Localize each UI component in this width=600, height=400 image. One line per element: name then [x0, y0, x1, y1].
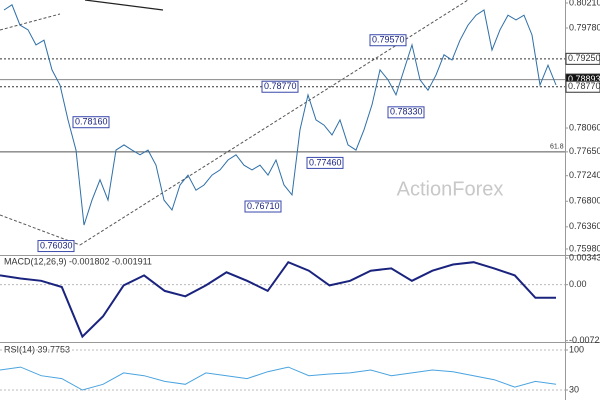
series-line [0, 260, 556, 339]
level-box [565, 80, 600, 93]
level-label: 0.78770 [568, 81, 600, 91]
level-box [565, 52, 600, 65]
y-tick-label: 0.76800 [569, 196, 600, 206]
y-tick-label: 0.77650 [569, 146, 600, 156]
series-line [3, 4, 557, 226]
price-label-box [72, 116, 110, 129]
y-tick-label: 30 [569, 384, 579, 394]
rsi-title: RSI(14) 39.7753 [4, 344, 70, 354]
price-label-box [37, 240, 75, 253]
y-tick-label: 0.00 [569, 279, 587, 289]
price-label-box [369, 34, 407, 47]
level-label: 0.79250 [568, 53, 600, 63]
trend-line [84, 0, 164, 11]
price-label: 0.78160 [75, 117, 108, 127]
watermark: ActionForex [397, 178, 504, 200]
price-label: 0.78770 [264, 81, 297, 91]
y-tick-label: 0.75980 [569, 243, 600, 253]
price-label: 0.78330 [390, 107, 423, 117]
y-tick-label: 0.003432 [569, 252, 600, 262]
y-tick-label: 0.80210 [569, 0, 600, 7]
series-line [0, 366, 557, 391]
level-label: 0.78893 [568, 74, 600, 84]
channel-line [0, 214, 81, 246]
price-label-box [244, 200, 282, 213]
price-label: 0.77460 [309, 157, 342, 167]
price-label: 0.76030 [40, 240, 73, 250]
price-label: 0.79570 [372, 35, 405, 45]
y-tick-label: 100 [569, 344, 584, 354]
price-label-box [261, 80, 299, 93]
y-tick-label: 0.76360 [569, 221, 600, 231]
macd-title: MACD(12,26,9) -0.001802 -0.001911 [4, 256, 152, 266]
channel-line [0, 13, 61, 31]
price-label-box [387, 106, 425, 119]
price-label: 0.76710 [247, 201, 280, 211]
y-tick-label: -0.007223 [569, 335, 600, 345]
y-tick-label: 0.77240 [569, 170, 600, 180]
price-label-box [306, 156, 344, 169]
fib-label: 61.8 [550, 144, 564, 151]
y-tick-label: 0.79780 [569, 22, 600, 32]
y-tick-label: 0.78060 [569, 122, 600, 132]
